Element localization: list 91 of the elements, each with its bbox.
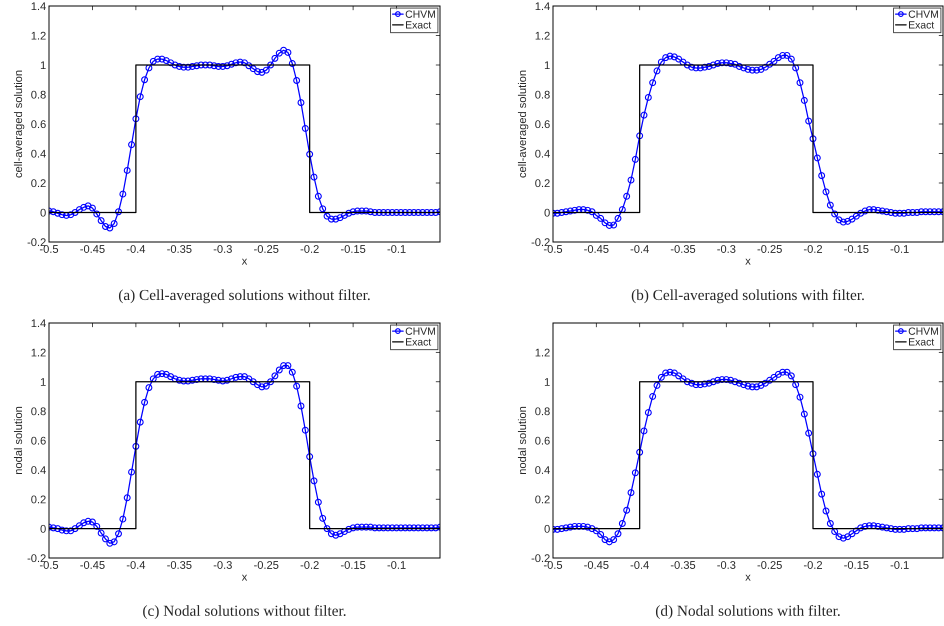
x-tick-label: -0.45 bbox=[584, 245, 609, 253]
y-tick-label: 1.4 bbox=[32, 2, 46, 10]
y-tick-label: 0.8 bbox=[31, 90, 46, 99]
x-tick-label: -0.25 bbox=[758, 561, 782, 569]
y-axis-title: nodal solution bbox=[518, 406, 526, 474]
y-tick-label: 1 bbox=[544, 61, 550, 70]
x-tick-label: -0.4 bbox=[630, 561, 649, 569]
y-tick-label: 0.8 bbox=[535, 90, 550, 99]
y-tick-label: 1.2 bbox=[536, 32, 550, 40]
y-tick-label: 0.8 bbox=[31, 407, 46, 416]
x-tick-label: -0.2 bbox=[804, 561, 822, 569]
y-tick-label: 0.4 bbox=[31, 466, 46, 474]
x-tick-label: -0.25 bbox=[254, 561, 278, 569]
y-tick-label: 1 bbox=[40, 61, 46, 70]
legend-label: Exact bbox=[909, 338, 934, 346]
y-tick-label: -0.2 bbox=[532, 554, 550, 562]
y-tick-label: 1.2 bbox=[32, 348, 46, 356]
y-tick-label: 0 bbox=[544, 208, 550, 217]
x-tick-label: -0.3 bbox=[214, 245, 232, 253]
text: (c) Nodal solutions without filter. bbox=[143, 605, 346, 620]
x-tick-label: -0.45 bbox=[80, 245, 105, 253]
text: (a) Cell-averaged solutions without filter. bbox=[118, 289, 370, 304]
x-axis-title: x bbox=[745, 574, 751, 581]
y-tick-label: 0.6 bbox=[31, 436, 46, 445]
x-tick-label: -0.35 bbox=[167, 561, 192, 569]
x-tick-label: -0.2 bbox=[300, 245, 319, 253]
x-tick-label: -0.4 bbox=[126, 561, 146, 569]
y-axis-title: cell-averaged solution bbox=[518, 70, 528, 178]
x-tick-label: -0.4 bbox=[630, 245, 649, 253]
x-tick-label: -0.1 bbox=[387, 561, 406, 569]
y-tick-label: 0.6 bbox=[535, 120, 550, 128]
x-tick-label: -0.3 bbox=[717, 561, 736, 569]
x-tick-label: -0.5 bbox=[544, 561, 562, 569]
x-tick-label: -0.15 bbox=[844, 561, 869, 569]
x-tick-label: -0.45 bbox=[584, 561, 609, 569]
y-tick-label: 0 bbox=[544, 524, 550, 533]
x-axis-title: x bbox=[242, 258, 248, 265]
x-tick-label: -0.5 bbox=[544, 245, 562, 253]
x-tick-label: -0.45 bbox=[80, 561, 105, 569]
y-tick-label: -0.2 bbox=[28, 238, 46, 246]
x-tick-label: -0.5 bbox=[40, 245, 58, 253]
y-tick-label: 0 bbox=[40, 524, 46, 533]
legend-label: CHVM bbox=[908, 10, 938, 18]
y-tick-label: 0.2 bbox=[31, 179, 46, 188]
y-tick-label: 1 bbox=[544, 378, 550, 386]
y-tick-label: 0.6 bbox=[31, 120, 46, 128]
x-tick-label: -0.25 bbox=[758, 245, 782, 253]
y-tick-label: 1.4 bbox=[32, 319, 46, 328]
y-tick-label: 0.2 bbox=[535, 179, 550, 188]
y-tick-label: 0.2 bbox=[535, 496, 550, 504]
x-tick-label: -0.3 bbox=[214, 561, 232, 569]
legend-label: CHVM bbox=[406, 10, 435, 18]
legend-label: CHVM bbox=[908, 327, 938, 335]
x-tick-label: -0.5 bbox=[40, 561, 58, 569]
x-axis-title: x bbox=[745, 258, 751, 265]
x-tick-label: -0.15 bbox=[844, 245, 869, 253]
y-axis-title: nodal solution bbox=[14, 406, 22, 474]
x-tick-label: -0.35 bbox=[670, 245, 696, 253]
legend-label: CHVM bbox=[406, 327, 435, 335]
y-tick-label: 0.8 bbox=[535, 407, 550, 416]
x-tick-label: -0.1 bbox=[890, 561, 909, 569]
y-tick-label: -0.2 bbox=[532, 238, 550, 246]
legend-label: Exact bbox=[909, 21, 934, 29]
x-tick-label: -0.15 bbox=[340, 245, 366, 253]
x-tick-label: -0.35 bbox=[167, 245, 192, 253]
legend-label: Exact bbox=[406, 21, 432, 29]
y-tick-label: 0.4 bbox=[535, 466, 550, 474]
y-tick-label: 1.4 bbox=[536, 2, 550, 10]
y-tick-label: 0.6 bbox=[535, 436, 550, 445]
text: (d) Nodal solutions with filter. bbox=[656, 605, 840, 620]
y-tick-label: 0.2 bbox=[31, 496, 46, 504]
y-tick-label: 0.4 bbox=[535, 150, 550, 158]
x-tick-label: -0.2 bbox=[804, 245, 822, 253]
x-tick-label: -0.1 bbox=[387, 245, 406, 253]
x-tick-label: -0.35 bbox=[670, 561, 696, 569]
y-tick-label: -0.2 bbox=[28, 554, 46, 562]
legend-label: Exact bbox=[406, 338, 432, 346]
x-tick-label: -0.3 bbox=[717, 245, 736, 253]
y-tick-label: 1 bbox=[40, 378, 46, 386]
y-tick-label: 0.4 bbox=[31, 150, 46, 158]
y-tick-label: 0 bbox=[40, 208, 46, 217]
x-axis-title: x bbox=[242, 574, 248, 581]
x-tick-label: -0.15 bbox=[340, 561, 366, 569]
x-tick-label: -0.25 bbox=[254, 245, 278, 253]
x-tick-label: -0.4 bbox=[126, 245, 146, 253]
y-tick-label: 1.2 bbox=[32, 32, 46, 40]
text: (b) Cell-averaged solutions with filter. bbox=[632, 289, 864, 304]
x-tick-label: -0.2 bbox=[300, 561, 319, 569]
y-tick-label: 1.2 bbox=[536, 348, 550, 356]
y-axis-title: cell-averaged solution bbox=[14, 70, 24, 178]
x-tick-label: -0.1 bbox=[890, 245, 909, 253]
